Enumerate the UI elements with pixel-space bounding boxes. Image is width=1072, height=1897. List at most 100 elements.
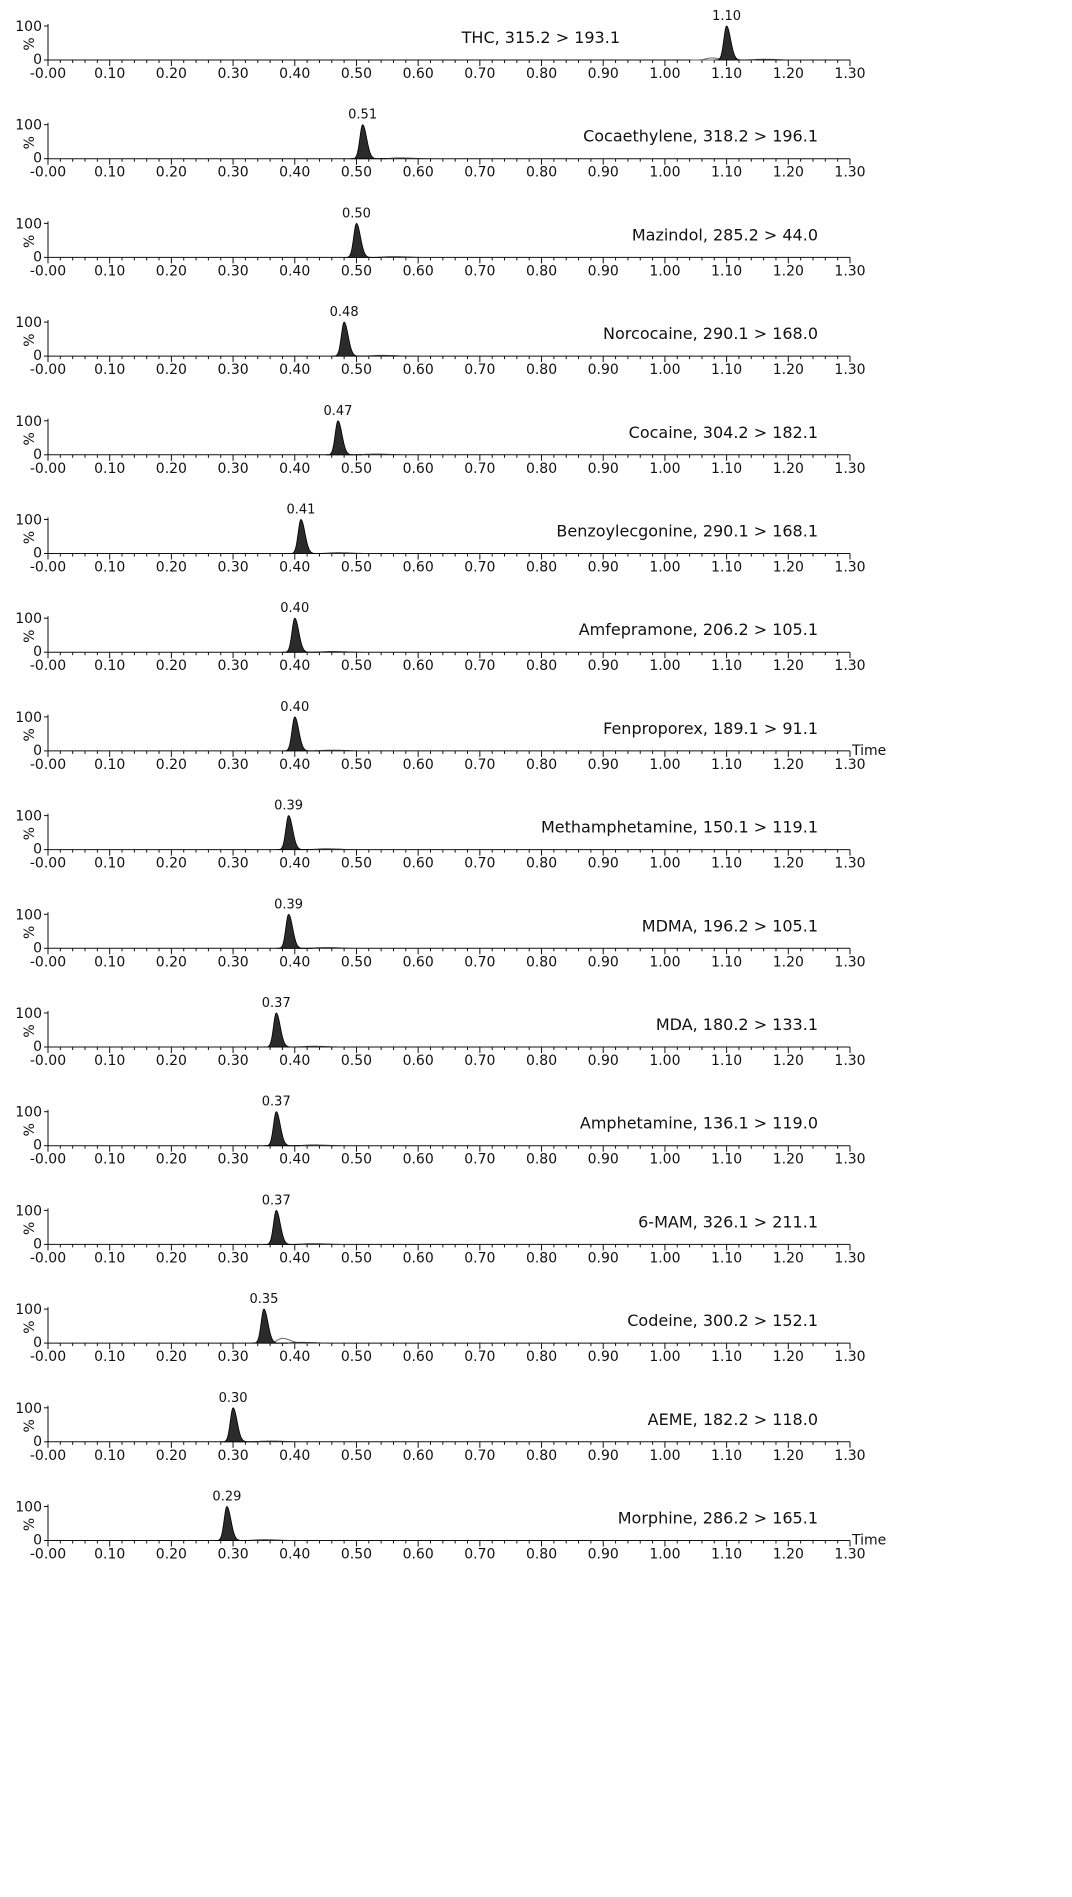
y-tick-label: 100 [15,1105,42,1121]
x-tick-label: -0.00 [30,1448,66,1464]
y-tick-label: 100 [15,809,42,825]
x-tick-label: 0.70 [464,560,495,576]
x-tick-label: 1.00 [649,66,680,82]
chromatogram-panel: 100 0% -0.00 0.10 0.20 0.30 0.40 0.50 0.60 0.70 0.… [15,799,865,872]
x-tick-label: 1.10 [711,263,742,279]
y-tick-label: 0 [33,447,42,463]
retention-time-label: 1.10 [712,9,741,24]
x-tick-label: 0.20 [156,1152,187,1168]
x-tick-label: 1.10 [711,1547,742,1563]
chromatogram-panel: 100 0% -0.00 0.10 0.20 0.30 0.40 0.50 0.60 0.70 0.… [15,601,865,674]
x-tick-label: 0.10 [94,856,125,872]
x-tick-label: 0.90 [588,954,619,970]
x-tick-label: 0.90 [588,1152,619,1168]
baseline-noise [273,947,437,949]
x-tick-label: 1.30 [834,165,865,181]
x-tick-label: -0.00 [30,461,66,477]
x-tick-label: 0.10 [94,658,125,674]
x-tick-label: 0.10 [94,165,125,181]
x-tick-label: 0.60 [403,658,434,674]
x-tick-label: 0.90 [588,1448,619,1464]
x-tick-label: 0.10 [94,1053,125,1069]
x-tick-label: 1.00 [649,165,680,181]
baseline-noise [329,354,493,357]
chromatogram-peak [332,321,369,357]
y-tick-label: 0 [33,151,42,167]
y-tick-label: 0 [33,249,42,265]
x-tick-label: 0.90 [588,658,619,674]
x-tick-label: 0.40 [279,165,310,181]
x-tick-label: 0.50 [341,66,372,82]
x-tick-label: 0.10 [94,1547,125,1563]
x-tick-label: 0.40 [279,856,310,872]
x-tick-label: 1.20 [773,1448,804,1464]
x-tick-label: 0.10 [94,263,125,279]
y-tick-label: 100 [15,710,42,726]
x-tick-label: 1.10 [711,1152,742,1168]
baseline-noise [279,651,443,653]
y-tick-label: 100 [15,216,42,232]
retention-time-label: 0.40 [280,601,309,616]
x-tick-label: -0.00 [30,1053,66,1069]
x-tick-label: 0.70 [464,856,495,872]
x-tick-label: 0.90 [588,461,619,477]
x-tick-label: 0.70 [464,954,495,970]
x-tick-label: -0.00 [30,1349,66,1365]
x-tick-label: -0.00 [30,856,66,872]
x-tick-label: 1.00 [649,362,680,378]
x-axis-label: Time [851,1533,886,1549]
y-tick-label: 100 [15,1302,42,1318]
x-tick-label: -0.00 [30,560,66,576]
x-tick-label: 0.10 [94,1448,125,1464]
baseline-noise [711,58,875,60]
x-tick-label: 0.70 [464,1547,495,1563]
x-tick-label: 1.00 [649,1152,680,1168]
x-tick-label: 0.20 [156,66,187,82]
y-tick-label: 100 [15,907,42,923]
x-tick-label: 0.90 [588,1250,619,1266]
y-unit-label: % [22,1024,38,1037]
x-tick-label: 0.50 [341,1547,372,1563]
x-tick-label: 0.20 [156,954,187,970]
x-tick-label: 0.90 [588,263,619,279]
x-tick-label: 0.90 [588,362,619,378]
x-tick-label: 0.60 [403,1053,434,1069]
x-tick-label: 0.30 [217,757,248,773]
x-tick-label: 0.40 [279,66,310,82]
x-tick-label: 0.40 [279,1547,310,1563]
chromatogram-peak [344,222,381,258]
x-tick-label: 1.00 [649,1448,680,1464]
y-tick-label: 0 [33,348,42,364]
y-tick-label: 100 [15,315,42,331]
x-tick-label: 0.40 [279,1349,310,1365]
x-tick-label: 1.20 [773,66,804,82]
compound-label: Morphine, 286.2 > 165.1 [618,1509,818,1528]
y-unit-label: % [22,1419,38,1432]
y-tick-label: 0 [33,1039,42,1055]
x-tick-label: 0.40 [279,1152,310,1168]
y-tick-label: 100 [15,1500,42,1516]
x-tick-label: 0.50 [341,362,372,378]
chromatogram-panel: 100 0% -0.00 0.10 0.20 0.30 0.40 0.50 0.60 0.70 0.… [15,1490,886,1563]
x-tick-label: 0.80 [526,1053,557,1069]
y-tick-label: 0 [33,1434,42,1450]
y-unit-label: % [22,531,38,544]
x-tick-label: 0.60 [403,1152,434,1168]
x-tick-label: 0.20 [156,757,187,773]
x-tick-label: 0.90 [588,1547,619,1563]
compound-label: AEME, 182.2 > 118.0 [648,1410,818,1429]
x-tick-label: 0.70 [464,1349,495,1365]
x-tick-label: 0.70 [464,165,495,181]
x-tick-label: -0.00 [30,1250,66,1266]
x-tick-label: 0.50 [341,757,372,773]
x-tick-label: 1.30 [834,1547,865,1563]
compound-label: Methamphetamine, 150.1 > 119.1 [541,818,818,837]
x-tick-label: 0.20 [156,1349,187,1365]
x-tick-label: 0.60 [403,1349,434,1365]
x-tick-label: 0.30 [217,165,248,181]
chromatogram-peak [276,913,313,949]
chromatogram-panel: 100 0% -0.00 0.10 0.20 0.30 0.40 0.50 0.60 0.70 0.… [15,1095,865,1168]
x-tick-label: 1.20 [773,1547,804,1563]
x-tick-label: 0.20 [156,560,187,576]
